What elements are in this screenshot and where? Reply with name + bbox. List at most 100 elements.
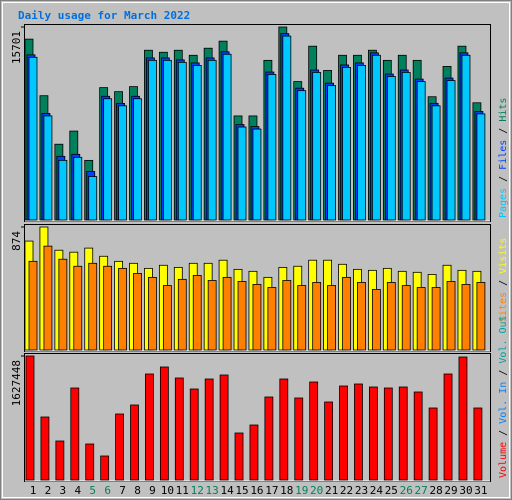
x-tick-label: 10 bbox=[161, 484, 174, 497]
bar bbox=[401, 285, 411, 351]
x-tick-label: 23 bbox=[355, 484, 368, 497]
bar bbox=[476, 282, 486, 351]
x-tick-label: 21 bbox=[325, 484, 338, 497]
x-tick-label: 19 bbox=[295, 484, 308, 497]
legend: Pages / Files / Hits bbox=[498, 98, 509, 218]
bar bbox=[342, 67, 351, 221]
legend-separator: / bbox=[498, 122, 509, 140]
bar bbox=[458, 356, 468, 481]
bar bbox=[282, 35, 292, 221]
x-tick-label: 25 bbox=[385, 484, 398, 497]
bar bbox=[416, 81, 426, 221]
legend-entry: Files bbox=[498, 140, 509, 170]
bar bbox=[324, 401, 334, 481]
bar bbox=[162, 59, 172, 221]
bar bbox=[371, 54, 381, 221]
bar bbox=[159, 366, 169, 481]
x-tick-label: 24 bbox=[370, 484, 384, 497]
x-tick-label: 29 bbox=[444, 484, 457, 497]
bar bbox=[428, 407, 438, 481]
bar bbox=[177, 278, 187, 351]
legend-entry: Vol. Out bbox=[498, 315, 509, 363]
bar bbox=[383, 387, 393, 481]
bar bbox=[413, 391, 423, 481]
bar bbox=[282, 280, 292, 351]
y-max-label: 874 bbox=[10, 231, 23, 251]
x-tick-label: 26 bbox=[400, 484, 413, 497]
legend-entry: Pages bbox=[498, 188, 509, 218]
bar bbox=[237, 126, 247, 221]
bar bbox=[446, 281, 456, 351]
bar bbox=[130, 404, 139, 481]
bar bbox=[312, 72, 322, 221]
bar bbox=[234, 432, 244, 481]
x-tick-label: 8 bbox=[134, 484, 141, 497]
bar bbox=[354, 383, 363, 481]
bar bbox=[267, 74, 277, 221]
x-tick-label: 17 bbox=[265, 484, 278, 497]
bar bbox=[207, 59, 217, 221]
x-tick-label: 5 bbox=[89, 484, 96, 497]
bar bbox=[431, 287, 441, 351]
bar bbox=[100, 455, 110, 481]
legend: Volume / Vol. In / Vol. Out bbox=[498, 315, 509, 478]
bar bbox=[446, 80, 456, 221]
bar bbox=[461, 54, 471, 221]
bar bbox=[252, 128, 262, 221]
bar bbox=[192, 65, 202, 221]
chart-title: Daily usage for March 2022 bbox=[18, 9, 190, 22]
bar bbox=[443, 373, 453, 481]
bar bbox=[207, 280, 217, 351]
bar bbox=[371, 289, 381, 351]
bar bbox=[386, 282, 396, 351]
x-tick-label: 30 bbox=[459, 484, 472, 497]
bar bbox=[174, 377, 184, 481]
legend-separator: / bbox=[498, 364, 509, 382]
legend-entry: Sites bbox=[498, 292, 509, 322]
bar bbox=[252, 284, 262, 351]
bar bbox=[327, 85, 337, 221]
bar bbox=[431, 105, 441, 221]
y-max-label: 1627448 bbox=[10, 360, 23, 406]
legend-separator: / bbox=[498, 170, 509, 188]
legend-separator: / bbox=[498, 274, 509, 292]
bar bbox=[25, 355, 35, 481]
bar bbox=[267, 287, 277, 351]
bar bbox=[297, 90, 307, 221]
bar bbox=[58, 159, 68, 221]
x-tick-label: 2 bbox=[45, 484, 52, 497]
bar bbox=[279, 378, 289, 481]
bar bbox=[148, 59, 157, 221]
x-tick-label: 14 bbox=[220, 484, 234, 497]
bar bbox=[118, 105, 127, 221]
bar bbox=[133, 273, 142, 351]
bar bbox=[297, 285, 307, 351]
bar bbox=[103, 98, 113, 221]
x-tick-label: 20 bbox=[310, 484, 323, 497]
legend: Sites / Visits bbox=[498, 238, 509, 322]
x-tick-label: 31 bbox=[474, 484, 487, 497]
legend-entry: Hits bbox=[498, 98, 509, 122]
bar bbox=[55, 440, 65, 481]
bar bbox=[309, 381, 319, 481]
bar bbox=[219, 374, 229, 481]
bar bbox=[103, 265, 113, 351]
x-tick-label: 9 bbox=[149, 484, 156, 497]
bar bbox=[192, 275, 202, 351]
bar bbox=[237, 281, 247, 351]
x-tick-label: 16 bbox=[250, 484, 263, 497]
bar bbox=[368, 386, 378, 481]
x-tick-label: 15 bbox=[235, 484, 248, 497]
bar bbox=[398, 386, 408, 481]
bar bbox=[294, 397, 304, 481]
bar bbox=[70, 387, 80, 481]
bar bbox=[189, 388, 199, 481]
bar bbox=[145, 373, 154, 481]
bar bbox=[43, 115, 53, 221]
bar bbox=[473, 407, 483, 481]
bar bbox=[162, 285, 172, 351]
x-tick-label: 3 bbox=[60, 484, 67, 497]
legend-entry: Volume bbox=[498, 442, 509, 478]
bar bbox=[115, 413, 124, 481]
x-tick-label: 28 bbox=[429, 484, 442, 497]
